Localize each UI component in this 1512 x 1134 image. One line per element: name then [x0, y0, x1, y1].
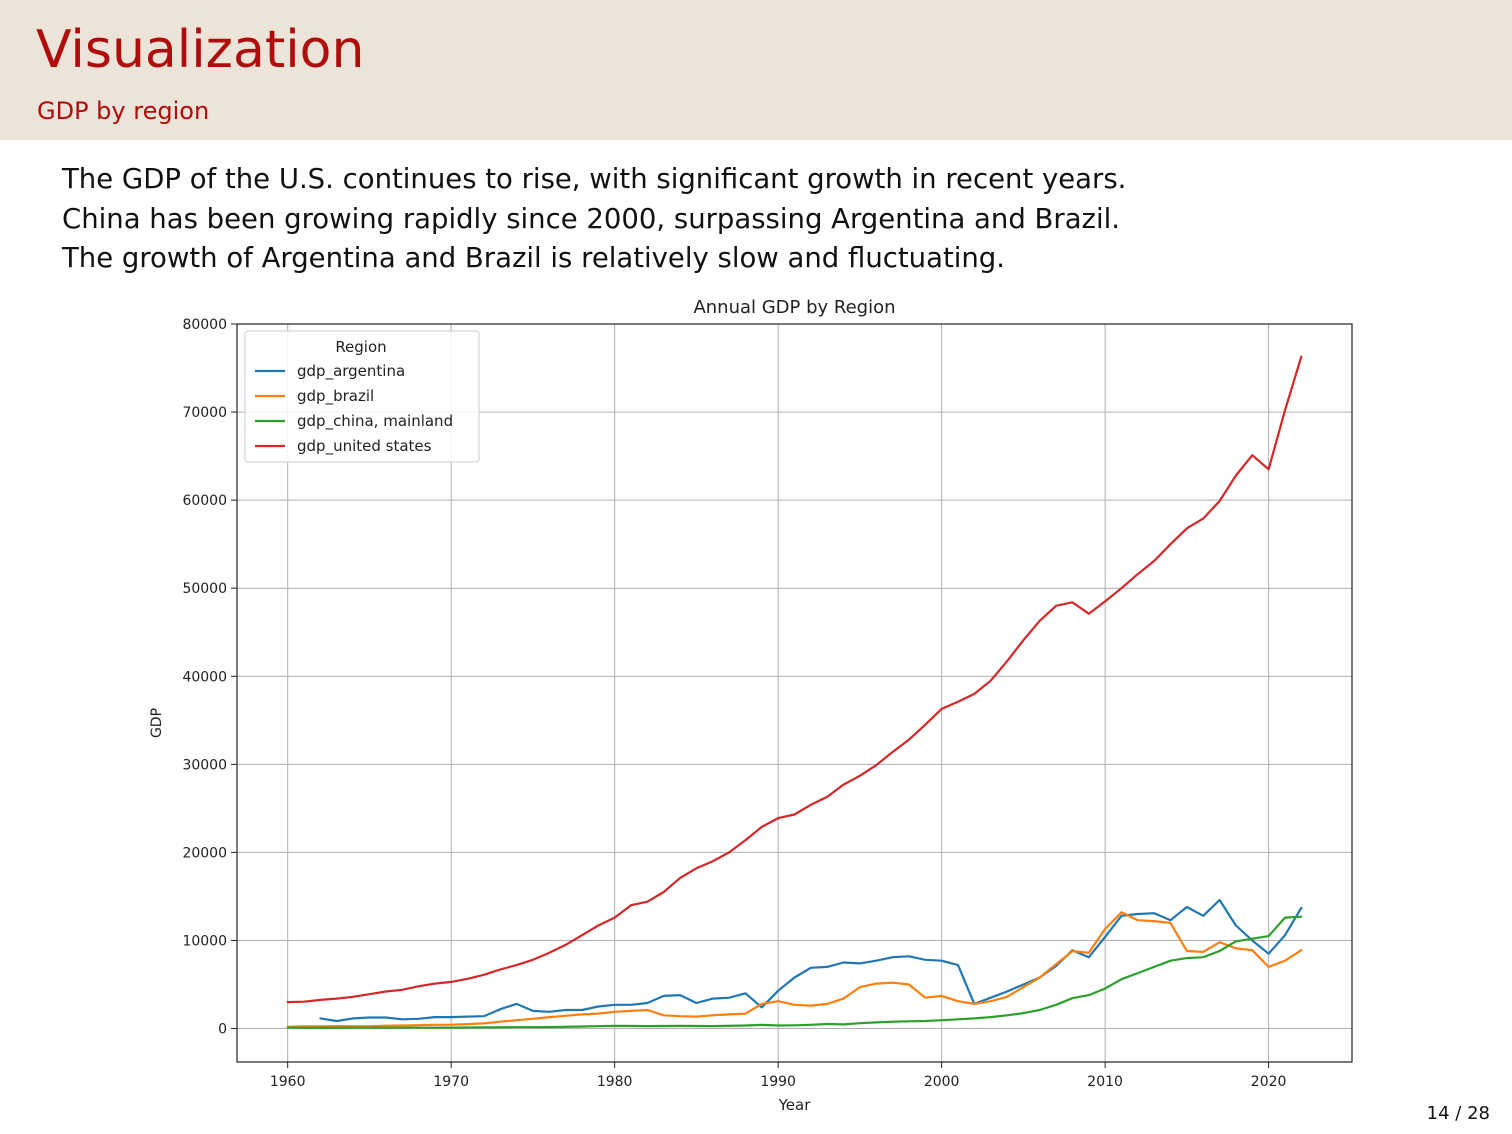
summary-line: China has been growing rapidly since 200… [62, 202, 1120, 235]
x-tick-label: 1970 [433, 1074, 469, 1090]
y-tick-label: 70000 [182, 405, 227, 421]
header-band: Visualization GDP by region [0, 0, 1512, 140]
x-tick-label: 2010 [1087, 1074, 1123, 1090]
summary-line: The GDP of the U.S. continues to rise, w… [62, 163, 1127, 195]
legend-label: gdp_united states [297, 437, 432, 456]
legend-label: gdp_argentina [297, 362, 405, 381]
y-tick-label: 60000 [182, 493, 227, 509]
x-tick-label: 1990 [760, 1074, 796, 1090]
y-axis-label: GDP [149, 708, 165, 738]
legend-label: gdp_china, mainland [297, 412, 453, 431]
y-tick-label: 30000 [182, 757, 227, 773]
series-line-gdp-brazil [286, 911, 1303, 1028]
series-line-gdp-argentina [319, 898, 1303, 1023]
page-number: 14 / 28 [1426, 1103, 1490, 1124]
slide-title: Visualization [36, 20, 365, 80]
x-axis-label: Year [778, 1096, 812, 1114]
y-tick-label: 10000 [182, 933, 227, 949]
x-tick-label: 2020 [1251, 1074, 1287, 1090]
chart-legend: Region gdp_argentina gdp_brazil gdp_china, … [244, 330, 480, 463]
chart-title: Annual GDP by Region [693, 297, 895, 318]
series-line-gdp-united-states [286, 355, 1303, 1004]
legend-title: Region [335, 338, 386, 356]
chart-container: 1960 1970 1980 1990 2000 2010 2020 0 10000 20000 3… [0, 285, 1512, 1125]
y-tick-label: 20000 [182, 845, 227, 861]
gdp-line-chart: 1960 1970 1980 1990 2000 2010 2020 0 10000 20000 3… [149, 297, 1353, 1114]
y-tick-label: 40000 [182, 669, 227, 685]
y-tick-label: 50000 [182, 581, 227, 597]
legend-label: gdp_brazil [297, 387, 374, 406]
plot-frame [236, 323, 1353, 1063]
slide-subtitle: GDP by region [37, 97, 210, 125]
y-tick-label: 0 [218, 1022, 227, 1038]
x-tick-label: 1960 [270, 1074, 306, 1090]
legend-box [244, 330, 480, 463]
y-tick-label: 80000 [182, 317, 227, 333]
x-tick-label: 2000 [924, 1074, 960, 1090]
summary-line: The growth of Argentina and Brazil is re… [62, 242, 1005, 274]
x-tick-label: 1980 [597, 1074, 633, 1090]
summary-text: The GDP of the U.S. continues to rise, w… [62, 160, 1126, 279]
series-line-gdp-china-mainland [286, 915, 1303, 1030]
